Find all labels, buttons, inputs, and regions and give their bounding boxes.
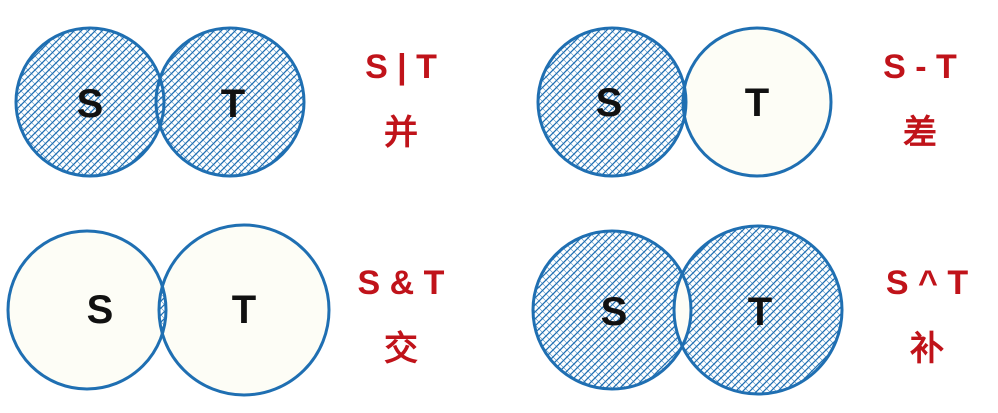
- union-label: S | T 并: [341, 50, 461, 150]
- set-s-region: [16, 28, 164, 176]
- set-s-label: S: [77, 82, 104, 126]
- set-t-label: T: [745, 81, 769, 125]
- difference-label: S - T 差: [860, 50, 980, 150]
- venn-union: S T: [14, 26, 306, 178]
- intersection-symbol: S & T: [357, 264, 445, 302]
- set-s-region: [538, 28, 686, 176]
- union-symbol: S | T: [365, 48, 437, 86]
- union-name: 并: [384, 113, 418, 153]
- set-s-region: [8, 231, 166, 389]
- difference-name: 差: [903, 113, 937, 153]
- venn-intersection: S T: [6, 223, 331, 397]
- set-s-label: S: [87, 288, 114, 332]
- venn-symmetric-difference: S T: [531, 224, 844, 396]
- set-s-label: S: [601, 290, 628, 334]
- symmetric-difference-name: 补: [910, 329, 944, 369]
- symmetric-difference-label: S ^ T 补: [867, 266, 987, 366]
- intersection-label: S & T 交: [341, 266, 461, 366]
- difference-symbol: S - T: [883, 48, 957, 86]
- set-t-region: [156, 28, 304, 176]
- set-t-label: T: [748, 290, 772, 334]
- set-t-region: [683, 28, 831, 176]
- venn-difference: S T: [536, 26, 833, 178]
- intersection-name: 交: [384, 329, 418, 369]
- symmetric-difference-symbol: S ^ T: [885, 264, 969, 302]
- set-t-region: [159, 225, 329, 395]
- set-t-outline: [157, 223, 331, 397]
- set-t-outline: [154, 26, 306, 178]
- set-s-outline: [536, 26, 688, 178]
- set-t-label: T: [232, 288, 256, 332]
- set-s-outline: [14, 26, 166, 178]
- set-t-label: T: [221, 82, 245, 126]
- set-s-outline: [531, 229, 693, 391]
- set-s-label: S: [596, 81, 623, 125]
- set-t-outline: [681, 26, 833, 178]
- set-t-region: [674, 226, 842, 394]
- set-t-outline: [672, 224, 844, 396]
- set-s-outline: [6, 229, 168, 391]
- set-s-region: [533, 231, 691, 389]
